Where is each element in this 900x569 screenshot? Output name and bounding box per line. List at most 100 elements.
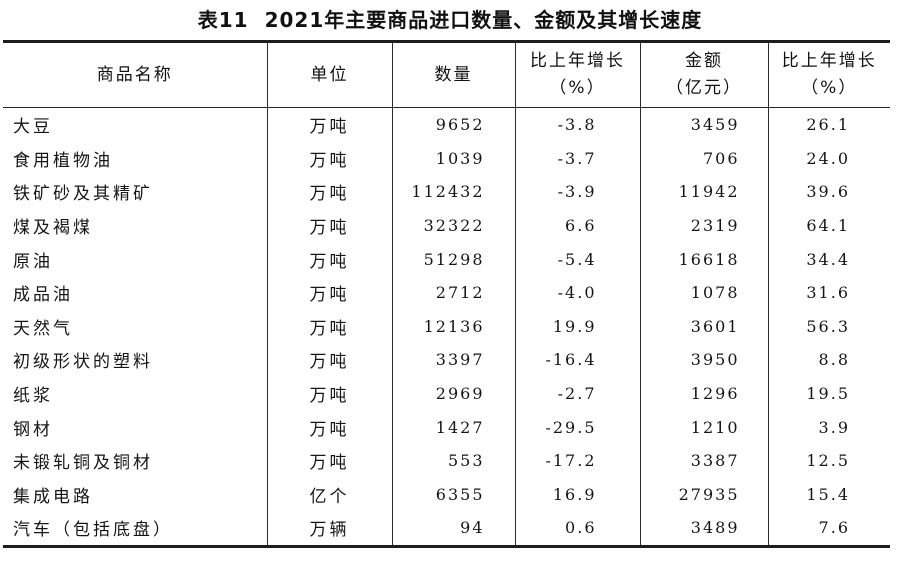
amount-growth-cell: 26.1 — [767, 107, 890, 142]
header-quantity-growth: 比上年增长 （%） — [514, 41, 640, 108]
table-row: 煤及褐煤 万吨 32322 6.6 2319 64.1 — [3, 208, 890, 243]
quantity-growth-cell: -5.4 — [514, 242, 640, 276]
amount-growth-cell: 12.5 — [767, 443, 890, 478]
commodity-name-cell: 原油 — [13, 251, 53, 272]
unit-cell: 万吨 — [266, 376, 392, 411]
amount-growth-cell: 31.6 — [767, 275, 890, 310]
amount-growth-cell: 39.6 — [767, 175, 890, 209]
table-title: 表11 2021年主要商品进口数量、金额及其增长速度 — [0, 8, 900, 32]
unit-cell: 万吨 — [266, 275, 392, 310]
quantity-growth-cell: 16.9 — [514, 477, 640, 512]
table-row: 天然气 万吨 12136 19.9 3601 56.3 — [3, 309, 890, 344]
quantity-cell: 12136 — [391, 309, 515, 344]
quantity-growth-cell: -2.7 — [514, 376, 640, 411]
header-quantity: 数量 — [391, 41, 515, 108]
amount-growth-cell: 24.0 — [767, 141, 890, 176]
document-page: 表11 2021年主要商品进口数量、金额及其增长速度 商品名称 单位 — [0, 8, 900, 569]
header-line: 单位 — [310, 64, 349, 85]
header-row: 商品名称 单位 数量 比上年增长 （%） 金额 （亿元） — [3, 41, 890, 108]
amount-cell: 27935 — [639, 477, 768, 512]
header-line: 金额 — [685, 51, 723, 71]
commodity-name-cell: 成品油 — [13, 285, 73, 306]
quantity-cell: 553 — [391, 443, 515, 478]
table-row: 集成电路 亿个 6355 16.9 27935 15.4 — [3, 477, 890, 512]
header-line: 商品名称 — [96, 64, 173, 85]
amount-cell: 2319 — [639, 208, 768, 243]
amount-growth-cell: 8.8 — [767, 343, 890, 377]
quantity-growth-cell: 6.6 — [514, 208, 640, 243]
header-commodity-name: 商品名称 — [3, 42, 267, 108]
unit-cell: 万吨 — [266, 175, 392, 209]
unit-cell: 万吨 — [266, 443, 392, 478]
table-row: 铁矿砂及其精矿 万吨 112432 -3.9 11942 39.6 — [3, 175, 890, 209]
amount-growth-cell: 56.3 — [767, 309, 890, 344]
quantity-growth-cell: -3.8 — [514, 107, 640, 142]
amount-growth-cell: 15.4 — [767, 477, 890, 512]
amount-cell: 1210 — [639, 410, 768, 444]
amount-cell: 1296 — [639, 376, 768, 411]
quantity-cell: 3397 — [391, 343, 515, 377]
unit-cell: 万吨 — [266, 107, 392, 142]
quantity-cell: 94 — [391, 511, 515, 547]
header-amount-growth: 比上年增长 （%） — [767, 41, 890, 108]
commodity-name-cell: 天然气 — [13, 318, 73, 339]
header-line: （%） — [549, 78, 606, 98]
header-unit: 单位 — [266, 41, 392, 108]
quantity-growth-cell: -17.2 — [514, 443, 640, 478]
table-row: 成品油 万吨 2712 -4.0 1078 31.6 — [3, 275, 890, 310]
amount-growth-cell: 19.5 — [767, 376, 890, 411]
commodity-name-cell: 汽车（包括底盘） — [13, 520, 173, 541]
table-row: 初级形状的塑料 万吨 3397 -16.4 3950 8.8 — [3, 343, 890, 377]
unit-cell: 万吨 — [266, 141, 392, 176]
unit-cell: 万辆 — [266, 511, 392, 547]
amount-cell: 11942 — [639, 175, 768, 209]
quantity-cell: 1427 — [391, 410, 515, 444]
table-row: 食用植物油 万吨 1039 -3.7 706 24.0 — [3, 141, 890, 176]
quantity-growth-cell: -3.9 — [514, 175, 640, 209]
quantity-growth-cell: -16.4 — [514, 343, 640, 377]
amount-cell: 3387 — [639, 443, 768, 478]
amount-cell: 3489 — [639, 511, 768, 547]
table-row: 汽车（包括底盘） 万辆 94 0.6 3489 7.6 — [3, 511, 890, 547]
header-line: （亿元） — [666, 78, 742, 98]
quantity-growth-cell: -4.0 — [514, 275, 640, 310]
commodity-name-cell: 食用植物油 — [13, 150, 113, 171]
amount-growth-cell: 7.6 — [767, 511, 890, 547]
quantity-cell: 1039 — [391, 141, 515, 176]
commodity-name-cell: 大豆 — [13, 117, 53, 138]
quantity-cell: 2712 — [391, 275, 515, 310]
quantity-cell: 9652 — [391, 107, 515, 142]
unit-cell: 万吨 — [266, 410, 392, 444]
amount-cell: 3950 — [639, 343, 768, 377]
table-row: 未锻轧铜及铜材 万吨 553 -17.2 3387 12.5 — [3, 443, 890, 478]
quantity-growth-cell: 19.9 — [514, 309, 640, 344]
header-line: 比上年增长 — [781, 51, 877, 71]
amount-growth-cell: 34.4 — [767, 242, 890, 276]
import-commodities-table: 商品名称 单位 数量 比上年增长 （%） 金额 （亿元） — [3, 40, 890, 548]
unit-cell: 万吨 — [266, 208, 392, 243]
commodity-name-cell: 初级形状的塑料 — [13, 352, 153, 373]
commodity-name-cell: 纸浆 — [13, 386, 53, 407]
header-line: 比上年增长 — [530, 51, 625, 71]
unit-cell: 万吨 — [266, 343, 392, 377]
amount-cell: 706 — [639, 141, 768, 176]
table-number: 表11 — [197, 8, 249, 32]
table-title-text: 2021年主要商品进口数量、金额及其增长速度 — [264, 8, 703, 32]
quantity-cell: 112432 — [391, 175, 515, 209]
quantity-cell: 2969 — [391, 376, 515, 411]
header-line: 数量 — [434, 64, 473, 85]
amount-cell: 1078 — [639, 275, 768, 310]
header-line: （%） — [801, 78, 858, 98]
header-amount: 金额 （亿元） — [639, 41, 768, 108]
amount-growth-cell: 64.1 — [767, 208, 890, 243]
unit-cell: 万吨 — [266, 309, 392, 344]
commodity-name-cell: 铁矿砂及其精矿 — [13, 184, 153, 205]
table-row: 大豆 万吨 9652 -3.8 3459 26.1 — [3, 107, 890, 142]
amount-growth-cell: 3.9 — [767, 410, 890, 444]
commodity-name-cell: 集成电路 — [13, 486, 93, 507]
commodity-name-cell: 钢材 — [13, 419, 53, 440]
quantity-growth-cell: -3.7 — [514, 141, 640, 176]
unit-cell: 亿个 — [266, 477, 392, 512]
table-row: 钢材 万吨 1427 -29.5 1210 3.9 — [3, 410, 890, 444]
amount-cell: 3601 — [639, 309, 768, 344]
